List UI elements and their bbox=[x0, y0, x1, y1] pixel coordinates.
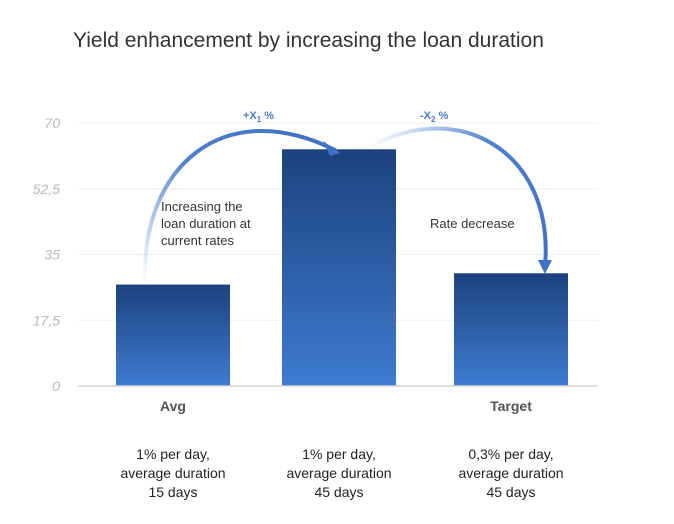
y-tick-label: 52,5 bbox=[33, 181, 60, 197]
bar-3 bbox=[454, 273, 568, 386]
decrease-arrow-curve bbox=[363, 126, 548, 268]
arrows: +X1 % -X2 % bbox=[142, 110, 552, 287]
y-axis-ticks: 0 17,5 35 52,5 70 bbox=[33, 115, 60, 394]
decrease-arrow-head bbox=[538, 260, 552, 274]
annotation-decrease: Rate decrease bbox=[430, 216, 515, 231]
increase-arrow-head bbox=[323, 141, 340, 156]
decrease-arrow-label: -X2 % bbox=[420, 110, 449, 124]
category-labels: Avg Target bbox=[160, 398, 532, 414]
y-tick-label: 17,5 bbox=[33, 312, 60, 328]
bar-1 bbox=[116, 284, 230, 386]
annotations: Increasing the loan duration at current … bbox=[161, 199, 515, 248]
category-label: Avg bbox=[160, 398, 186, 414]
annotation-increase: Increasing the loan duration at current … bbox=[161, 199, 254, 248]
bars bbox=[116, 149, 568, 386]
bar-note-middle: 1% per day, average duration 45 days bbox=[286, 446, 392, 500]
increase-arrow-curve bbox=[142, 129, 337, 287]
category-label: Target bbox=[490, 398, 532, 414]
chart-title: Yield enhancement by increasing the loan… bbox=[73, 29, 544, 52]
bar-note-target: 0,3% per day, average duration 45 days bbox=[458, 446, 564, 500]
y-tick-label: 70 bbox=[44, 115, 60, 131]
increase-arrow-label: +X1 % bbox=[243, 110, 274, 124]
y-tick-label: 0 bbox=[52, 378, 60, 394]
y-tick-label: 35 bbox=[44, 247, 60, 263]
bar-2 bbox=[282, 149, 396, 386]
bar-note-avg: 1% per day, average duration 15 days bbox=[120, 446, 226, 500]
